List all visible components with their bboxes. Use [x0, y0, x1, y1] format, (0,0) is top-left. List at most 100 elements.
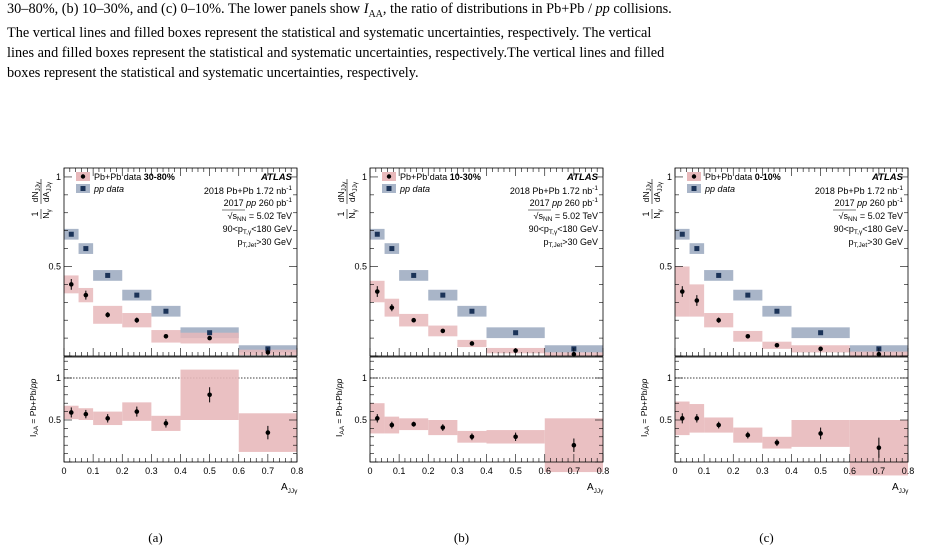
iaa-marker: [679, 416, 685, 421]
y-title-one: 1: [336, 211, 346, 216]
legend-pp-label: pp data: [399, 184, 430, 194]
legend-pp-marker: [691, 186, 697, 191]
x-axis-title: AJJγ: [281, 482, 298, 495]
iaa-marker: [818, 431, 823, 436]
y-title-one: 1: [30, 211, 40, 216]
y-tick-label: 1: [56, 373, 61, 383]
y-title-ngamma: Nγ: [652, 209, 664, 219]
pp-marker: [163, 308, 169, 314]
y-title-num: dNJJγ: [336, 181, 348, 202]
iaa-marker: [716, 422, 721, 428]
iaa-marker: [876, 445, 882, 451]
panel-label: (b): [454, 530, 469, 545]
info-ptgamma: 90<pT,γ<180 GeV: [834, 224, 903, 236]
y-title-den: dAJJγ: [652, 181, 664, 202]
legend-pbpb-label: Pb+Pb data 10-30%: [400, 172, 481, 182]
pbpb-marker: [83, 292, 89, 298]
iaa-marker: [83, 411, 89, 417]
iaa-marker: [440, 425, 446, 430]
figure-caption: 30–80%, (b) 10–30%, and (c) 0–10%. The l…: [7, 0, 925, 83]
iaa-marker: [374, 416, 380, 421]
pbpb-marker: [774, 342, 780, 348]
pp-marker: [389, 246, 395, 252]
panel-label: (a): [148, 530, 162, 545]
y-tick-label: 0.5: [48, 261, 61, 271]
info-sqrts: √sNN = 5.02 TeV: [839, 211, 903, 223]
iaa-marker: [745, 432, 751, 438]
pp-marker: [694, 246, 700, 252]
legend-pbpb-label: Pb+Pb data 0-10%: [705, 172, 781, 182]
atlas-label: ATLAS: [260, 172, 293, 183]
info-pp-lumi: 2017 pp 260 pb-1: [224, 197, 293, 208]
x-tick-label: 0.6: [843, 466, 856, 476]
info-ptgamma: 90<pT,γ<180 GeV: [529, 224, 598, 236]
x-tick-label: 0.8: [597, 466, 610, 476]
pp-marker: [134, 292, 140, 298]
iaa-marker: [389, 422, 395, 428]
legend-pp-label: pp data: [704, 184, 735, 194]
pp-marker: [745, 292, 751, 298]
x-tick-label: 0.4: [480, 466, 493, 476]
pp-marker: [774, 308, 780, 314]
atlas-label: ATLAS: [871, 172, 904, 183]
caption-line-3: lines and filled boxes represent the sta…: [7, 45, 665, 62]
info-ptjet: pT,Jet>30 GeV: [237, 237, 292, 249]
y-title-den: dAJJγ: [347, 181, 359, 202]
y-title-ngamma: Nγ: [41, 209, 53, 219]
x-tick-label: 0: [367, 466, 372, 476]
y-tick-label: 1: [667, 373, 672, 383]
x-tick-label: 0.2: [727, 466, 740, 476]
y-title-num: dNJJγ: [641, 181, 653, 202]
y-tick-label: 1: [362, 172, 367, 182]
x-tick-label: 0: [672, 466, 677, 476]
pp-marker: [679, 231, 685, 237]
legend-pp-marker: [386, 186, 392, 191]
x-tick-label: 0.7: [262, 466, 275, 476]
caption-line-2: The vertical lines and filled boxes repr…: [7, 25, 652, 42]
pbpb-marker: [134, 317, 140, 323]
x-tick-label: 0.8: [291, 466, 304, 476]
iaa-marker: [105, 416, 110, 421]
info-ptjet: pT,Jet>30 GeV: [848, 237, 903, 249]
x-tick-label: 0.2: [116, 466, 129, 476]
x-tick-label: 0.3: [451, 466, 464, 476]
x-tick-label: 0.1: [393, 466, 406, 476]
panel-label: (c): [759, 530, 773, 545]
y-tick-label: 1: [56, 172, 61, 182]
y-title-one: 1: [641, 211, 651, 216]
legend-pp-marker: [80, 186, 86, 191]
iaa-marker: [265, 430, 271, 435]
pbpb-marker: [679, 289, 685, 294]
x-tick-label: 0.3: [145, 466, 158, 476]
pbpb-marker: [105, 312, 110, 318]
pp-marker: [83, 246, 89, 252]
y-title-ngamma: Nγ: [347, 209, 359, 219]
y-tick-label: 0.5: [354, 261, 367, 271]
info-sqrts: √sNN = 5.02 TeV: [228, 211, 292, 223]
x-tick-label: 0.3: [756, 466, 769, 476]
info-ptjet: pT,Jet>30 GeV: [543, 237, 598, 249]
legend-pbpb-marker: [691, 174, 697, 179]
x-tick-label: 0.4: [174, 466, 187, 476]
pbpb-marker: [411, 317, 416, 323]
y-title-num: dNJJγ: [30, 181, 42, 202]
info-pp-lumi: 2017 pp 260 pb-1: [530, 197, 599, 208]
caption-line-4: boxes represent the statistical and syst…: [7, 64, 419, 81]
pp-marker: [469, 308, 475, 314]
atlas-label: ATLAS: [566, 172, 599, 183]
iaa-marker: [694, 416, 700, 421]
info-pbpb-lumi: 2018 Pb+Pb 1.72 nb-1: [204, 185, 292, 196]
pbpb-marker: [745, 334, 751, 339]
y-tick-label: 1: [667, 172, 672, 182]
y-axis-title-bottom: IAA = Pb+Pb/pp: [334, 378, 346, 437]
info-ptgamma: 90<pT,γ<180 GeV: [223, 224, 292, 236]
x-tick-label: 0.6: [232, 466, 245, 476]
pbpb-marker: [207, 335, 212, 341]
iaa-marker: [513, 434, 518, 440]
pbpb-marker: [716, 317, 721, 323]
iaa-marker: [469, 434, 475, 440]
